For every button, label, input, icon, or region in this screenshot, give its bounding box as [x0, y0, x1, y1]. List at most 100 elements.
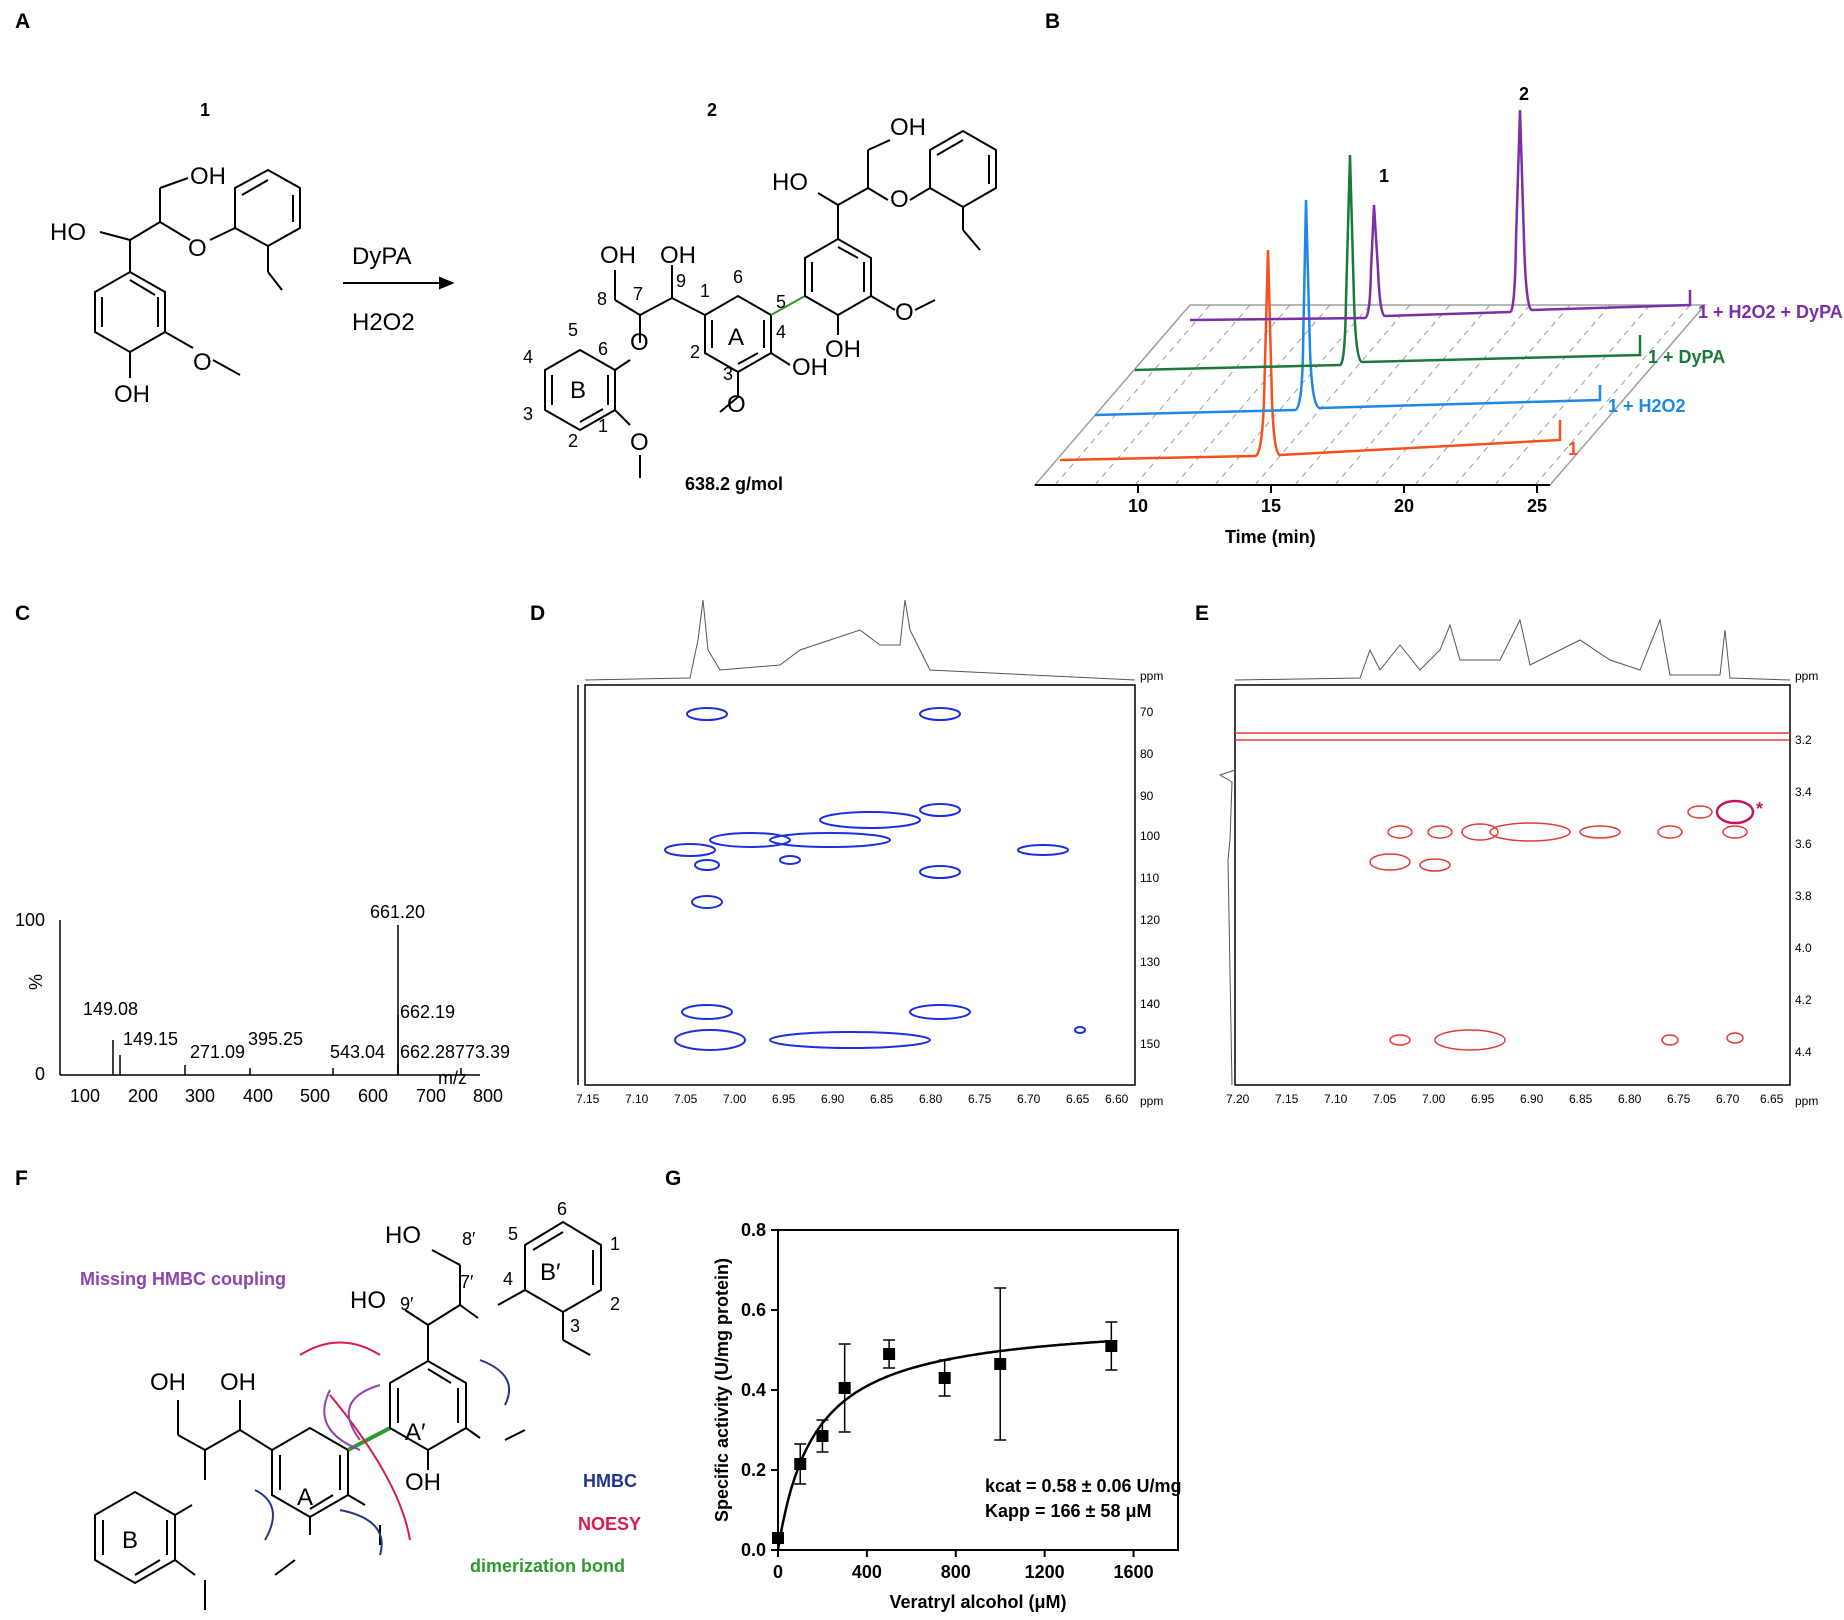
data-point — [838, 1382, 851, 1394]
svg-text:773.39: 773.39 — [455, 1042, 510, 1062]
trace-label-1: 1 — [1568, 439, 1578, 459]
c1-ether-o: O — [188, 235, 207, 262]
missing-hmbc-arrow-1 — [323, 1389, 361, 1451]
noesy-arrow-1 — [299, 1341, 381, 1356]
trace-1-series — [1059, 249, 1562, 462]
svg-text:3.8: 3.8 — [1795, 889, 1812, 903]
chart-ylabel: Specific activity (U/mg protein) — [712, 1258, 732, 1522]
data-point — [994, 1358, 1007, 1370]
svg-text:7′: 7′ — [460, 1272, 474, 1292]
missing-hmbc-arrow-2 — [347, 1384, 381, 1441]
panel-label-d: D — [530, 602, 545, 625]
svg-text:7.00: 7.00 — [723, 1092, 747, 1106]
legend-hmbc: HMBC — [583, 1471, 637, 1491]
c1-oh-bottom: OH — [114, 381, 150, 408]
hmbc-arrow-1 — [479, 1359, 510, 1406]
svg-text:OH: OH — [150, 1369, 186, 1396]
svg-text:6: 6 — [733, 267, 743, 287]
svg-text:3: 3 — [723, 364, 733, 384]
svg-text:8: 8 — [597, 289, 607, 309]
svg-text:7.00: 7.00 — [1422, 1092, 1446, 1106]
svg-text:B′: B′ — [540, 1259, 561, 1286]
svg-text:HO: HO — [385, 1222, 421, 1249]
svg-text:149.15: 149.15 — [123, 1029, 178, 1049]
svg-text:500: 500 — [300, 1086, 330, 1106]
compound-2-label: 2 — [707, 100, 717, 120]
svg-text:B: B — [122, 1527, 138, 1554]
svg-text:6.65: 6.65 — [1066, 1092, 1090, 1106]
panel-f-correlations: Missing HMBC coupling HMBC NOESY dimeriz… — [80, 1199, 641, 1610]
panel-label-a: A — [15, 10, 30, 33]
panel-c-mass-spectrum: 100 0 % 100 200 300 400 500 600 700 800 … — [15, 902, 510, 1106]
c2-ether-o2: O — [890, 186, 909, 213]
svg-text:800: 800 — [473, 1086, 503, 1106]
svg-text:7.05: 7.05 — [1373, 1092, 1397, 1106]
peak-label-1: 1 — [1379, 166, 1389, 186]
svg-text:6.90: 6.90 — [1520, 1092, 1544, 1106]
svg-text:3: 3 — [570, 1316, 580, 1336]
svg-text:7: 7 — [633, 284, 643, 304]
x-axis-label: m/z — [438, 1068, 467, 1088]
x-tick-label: 400 — [852, 1562, 882, 1582]
ppm-right: ppm — [1140, 1094, 1163, 1108]
y-tick-label: 0.4 — [741, 1380, 766, 1400]
trace-label-h2o2: 1 + H2O2 — [1608, 396, 1686, 416]
data-point — [772, 1532, 784, 1544]
svg-text:6.65: 6.65 — [1760, 1092, 1784, 1106]
panel-label-e: E — [1195, 602, 1209, 625]
svg-text:6.60: 6.60 — [1105, 1092, 1129, 1106]
x-tick-20: 20 — [1394, 496, 1414, 516]
svg-text:600: 600 — [358, 1086, 388, 1106]
panel-label-f: F — [15, 1167, 28, 1190]
y-tick-0: 0 — [35, 1064, 45, 1084]
c1-ho: HO — [50, 219, 86, 246]
svg-text:90: 90 — [1140, 789, 1154, 803]
data-point — [794, 1458, 807, 1470]
svg-text:3: 3 — [523, 404, 533, 424]
svg-text:1: 1 — [700, 281, 710, 301]
c2-methoxy-o3: O — [630, 429, 649, 456]
trace-label-dypa: 1 + DyPA — [1648, 347, 1725, 367]
c2-ether-o: O — [630, 329, 649, 356]
c2-methoxy-o: O — [895, 299, 914, 326]
data-point — [1105, 1340, 1118, 1352]
svg-text:7.20: 7.20 — [1226, 1092, 1250, 1106]
svg-text:662.19: 662.19 — [400, 1002, 455, 1022]
x-tick-label: 800 — [941, 1562, 971, 1582]
c2-ho: HO — [772, 169, 808, 196]
c2-oh-d: OH — [825, 336, 861, 363]
svg-text:1: 1 — [598, 416, 608, 436]
svg-text:6.70: 6.70 — [1017, 1092, 1041, 1106]
panel-a-scheme — [94, 129, 997, 478]
svg-text:A: A — [297, 1484, 313, 1511]
svg-text:ppm: ppm — [1795, 669, 1818, 683]
hmbc-arrow-3 — [339, 1509, 383, 1556]
c2-oh-c: OH — [890, 114, 926, 141]
svg-text:7.05: 7.05 — [674, 1092, 698, 1106]
c2-oh-b: OH — [660, 242, 696, 269]
svg-text:3.6: 3.6 — [1795, 837, 1812, 851]
panel-label-b: B — [1045, 10, 1060, 33]
svg-text:70: 70 — [1140, 705, 1154, 719]
svg-text:1: 1 — [610, 1234, 620, 1254]
legend-noesy: NOESY — [578, 1514, 641, 1534]
svg-text:6.80: 6.80 — [1618, 1092, 1642, 1106]
trace-h2o2-series — [1094, 199, 1602, 417]
noesy-arrow-2 — [329, 1394, 411, 1541]
svg-text:149.08: 149.08 — [83, 999, 138, 1019]
svg-text:4: 4 — [776, 322, 786, 342]
svg-text:140: 140 — [1140, 997, 1160, 1011]
svg-text:80: 80 — [1140, 747, 1154, 761]
data-point — [816, 1430, 829, 1442]
c1-methoxy-o: O — [193, 349, 212, 376]
svg-text:395.25: 395.25 — [248, 1029, 303, 1049]
trace-full-series — [1189, 109, 1692, 322]
star-marker: * — [1756, 799, 1763, 819]
svg-text:OH: OH — [220, 1369, 256, 1396]
panel-label-g: G — [665, 1167, 681, 1190]
svg-text:5: 5 — [508, 1224, 518, 1244]
svg-text:6.75: 6.75 — [968, 1092, 992, 1106]
panel-b-chromatograms: 10 15 20 25 Time (min) 1 2 1 1 + H2O2 1 … — [1033, 84, 1843, 547]
c2-ring-a: A — [728, 324, 744, 351]
svg-text:110: 110 — [1140, 871, 1159, 885]
